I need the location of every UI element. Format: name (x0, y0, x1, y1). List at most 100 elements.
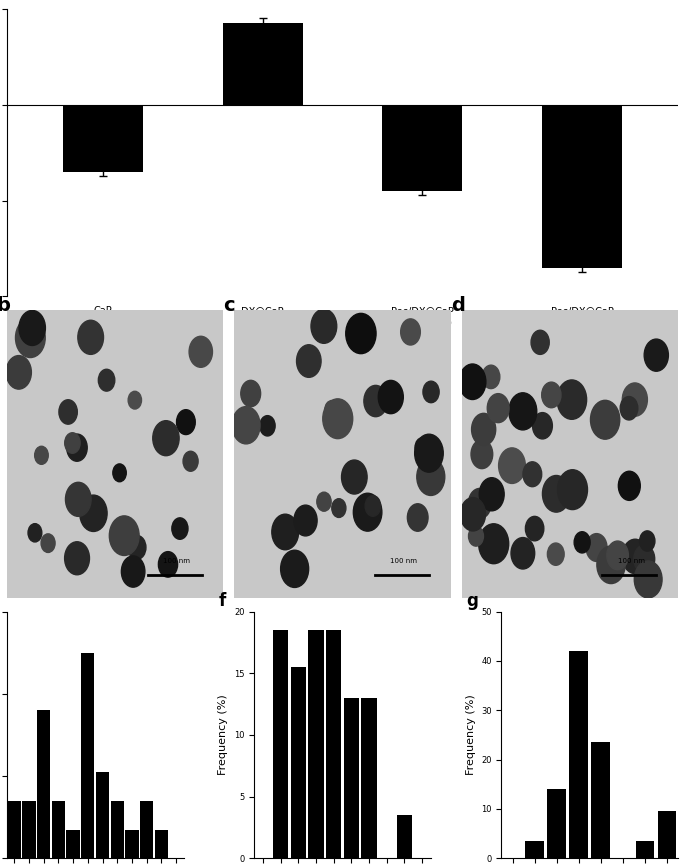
Circle shape (241, 381, 260, 407)
Y-axis label: Frequency (%): Frequency (%) (466, 694, 475, 775)
Bar (273, 630, 288, 858)
Bar (23, 801, 36, 858)
Circle shape (620, 396, 638, 420)
Y-axis label: Frequency (%): Frequency (%) (219, 694, 228, 775)
Bar (543, 105, 622, 268)
Circle shape (574, 531, 590, 553)
Bar (52, 801, 65, 858)
Bar (125, 830, 138, 858)
Circle shape (189, 336, 212, 368)
Bar (155, 830, 168, 858)
Circle shape (41, 534, 55, 552)
Bar (569, 651, 588, 858)
Circle shape (35, 447, 48, 465)
Circle shape (532, 413, 552, 439)
Circle shape (543, 475, 570, 512)
Circle shape (6, 355, 32, 389)
Bar (82, 653, 95, 858)
Circle shape (644, 339, 669, 371)
Circle shape (317, 492, 331, 512)
Circle shape (499, 448, 525, 484)
Circle shape (346, 313, 376, 354)
Bar (658, 812, 677, 858)
Circle shape (471, 440, 493, 469)
Circle shape (525, 517, 544, 541)
Circle shape (260, 415, 275, 436)
Circle shape (121, 556, 145, 587)
Circle shape (78, 320, 103, 355)
Circle shape (342, 460, 367, 494)
Circle shape (487, 394, 509, 422)
Circle shape (482, 365, 500, 388)
Circle shape (558, 470, 588, 510)
Bar (140, 801, 153, 858)
Circle shape (365, 496, 381, 516)
Circle shape (590, 401, 620, 440)
Bar (344, 698, 359, 858)
Bar (111, 801, 124, 858)
Circle shape (607, 541, 628, 570)
Circle shape (294, 505, 317, 536)
Circle shape (297, 345, 321, 377)
Circle shape (459, 364, 486, 400)
Circle shape (622, 539, 648, 574)
Circle shape (28, 524, 42, 542)
Circle shape (353, 493, 382, 531)
Circle shape (634, 545, 655, 573)
Circle shape (16, 318, 45, 357)
Circle shape (469, 526, 484, 546)
Circle shape (59, 400, 77, 424)
Circle shape (471, 414, 496, 446)
Circle shape (297, 507, 310, 525)
Circle shape (586, 533, 607, 562)
Circle shape (469, 488, 491, 518)
Circle shape (64, 542, 90, 575)
Circle shape (177, 410, 195, 434)
Circle shape (232, 407, 260, 444)
Circle shape (557, 380, 586, 420)
Bar (308, 630, 323, 858)
Bar (591, 742, 610, 858)
Bar (66, 830, 79, 858)
Bar (397, 815, 412, 858)
Bar (547, 789, 566, 858)
Circle shape (272, 514, 299, 550)
Text: 100 nm: 100 nm (163, 558, 190, 564)
Bar (636, 841, 654, 858)
Circle shape (325, 401, 339, 420)
Circle shape (401, 319, 421, 345)
Circle shape (158, 551, 177, 577)
Circle shape (597, 546, 625, 583)
Circle shape (99, 369, 115, 391)
Circle shape (531, 330, 549, 355)
Circle shape (460, 498, 486, 531)
Circle shape (19, 310, 45, 345)
Circle shape (66, 434, 87, 461)
Circle shape (64, 433, 80, 453)
Text: d: d (451, 296, 464, 315)
Bar (291, 667, 306, 858)
Circle shape (311, 310, 337, 343)
Text: f: f (219, 592, 226, 610)
Circle shape (128, 536, 146, 559)
Circle shape (113, 464, 126, 482)
Bar (96, 772, 109, 858)
Circle shape (640, 531, 655, 551)
Circle shape (128, 391, 142, 409)
Bar (525, 841, 544, 858)
Circle shape (622, 383, 647, 416)
Circle shape (547, 543, 564, 565)
Circle shape (511, 538, 535, 569)
Circle shape (323, 399, 353, 439)
Circle shape (364, 386, 388, 417)
Circle shape (423, 381, 439, 402)
Circle shape (414, 434, 443, 473)
Bar (362, 698, 377, 858)
Text: g: g (466, 592, 478, 610)
Circle shape (479, 478, 504, 511)
Circle shape (634, 561, 662, 598)
Circle shape (619, 472, 640, 500)
Circle shape (332, 499, 346, 518)
Circle shape (408, 504, 428, 531)
Text: c: c (223, 296, 235, 315)
